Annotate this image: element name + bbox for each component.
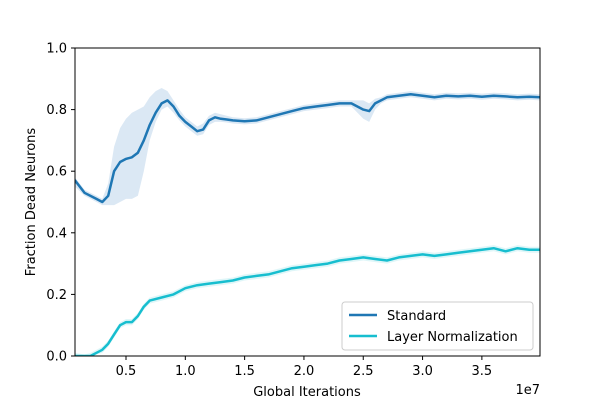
- y-axis-label: Fraction Dead Neurons: [24, 128, 39, 277]
- x-tick-label: 3.0: [412, 364, 433, 379]
- legend-label-standard: Standard: [387, 309, 446, 324]
- x-offset-label: 1e7: [515, 383, 540, 398]
- y-tick-label: 0.2: [46, 288, 67, 303]
- x-tick-label: 1.5: [234, 364, 255, 379]
- x-tick-label: 1.0: [175, 364, 196, 379]
- y-tick-label: 0.0: [46, 350, 67, 365]
- series-line-layer-normalization: [75, 246, 540, 356]
- x-axis-label: Global Iterations: [253, 385, 361, 400]
- legend-box: [341, 301, 534, 351]
- y-tick-label: 0.8: [46, 103, 67, 118]
- y-tick-label: 1.0: [46, 42, 67, 57]
- x-tick-label: 3.5: [472, 364, 493, 379]
- legend-label-layer-normalization: Layer Normalization: [387, 330, 518, 345]
- x-tick-label: 2.0: [294, 364, 315, 379]
- x-tick-label: 2.5: [353, 364, 374, 379]
- x-tick-label: 0.5: [116, 364, 137, 379]
- confidence-band-standard: [75, 88, 540, 206]
- series-line-standard: [75, 92, 540, 204]
- y-tick-label: 0.4: [46, 226, 67, 241]
- ticks: 0.5 1.0 1.5 2.0 2.5 3.0 3.5 0.0 0.2 0.4 0.6 0.8 1.0: [46, 42, 492, 380]
- plot-area: [75, 88, 540, 356]
- axes-frame: [74, 47, 541, 357]
- legend: Standard Layer Normalization: [341, 301, 534, 351]
- series-group: [75, 88, 540, 356]
- y-tick-label: 0.6: [46, 165, 67, 180]
